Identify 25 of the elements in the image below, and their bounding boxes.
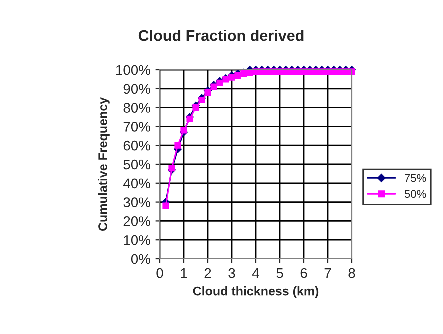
y-tick-label: 20% [124, 216, 150, 226]
x-tick-label: 4 [252, 268, 260, 278]
y-tick-label: 10% [124, 235, 150, 246]
x-axis-title: Cloud thickness (km) [193, 286, 319, 298]
legend-label: 50% [404, 190, 426, 198]
chart-title: Cloud Fraction derived [138, 30, 304, 42]
x-tick-label: 8 [348, 268, 356, 278]
x-tick-label: 2 [204, 268, 212, 278]
legend-label: 75% [404, 174, 426, 182]
y-tick-label: 50% [124, 160, 150, 170]
y-tick-label: 30% [124, 198, 150, 208]
y-tick-label: 60% [124, 140, 150, 151]
x-tick-label: 3 [228, 268, 236, 278]
x-tick-label: 5 [276, 268, 284, 278]
x-tick-label: 0 [156, 268, 164, 278]
y-tick-label: 90% [124, 84, 150, 94]
y-tick-label: 0% [131, 254, 150, 264]
y-tick-label: 100% [116, 65, 150, 76]
y-tick-label: 40% [123, 178, 150, 189]
x-tick-label: 1 [181, 268, 188, 278]
y-tick-label: 70% [124, 122, 150, 132]
y-axis-title: Cumulative Frequency [98, 98, 110, 232]
y-tick-label: 80% [124, 103, 150, 113]
x-tick-label: 6 [300, 268, 308, 278]
x-tick-label: 7 [324, 268, 332, 278]
